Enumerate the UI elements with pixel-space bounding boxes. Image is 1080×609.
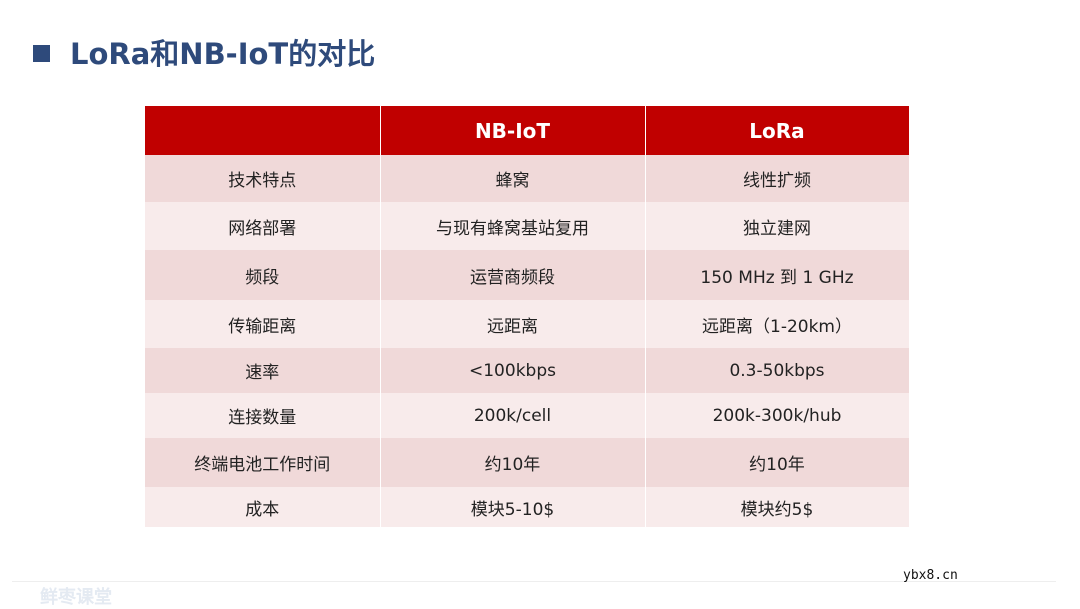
footer-rule bbox=[12, 581, 1056, 582]
table-cell: 独立建网 bbox=[645, 202, 910, 250]
table-cell: 频段 bbox=[145, 250, 381, 300]
watermark: 鲜枣课堂 bbox=[40, 587, 112, 608]
table-cell: 线性扩频 bbox=[645, 155, 910, 202]
table-cell: 200k/cell bbox=[380, 393, 646, 438]
table-cell: 蜂窝 bbox=[380, 155, 646, 202]
table-cell: <100kbps bbox=[380, 348, 646, 393]
header-row: NB-IoT LoRa bbox=[145, 106, 910, 155]
table-row: 网络部署 与现有蜂窝基站复用 独立建网 bbox=[145, 202, 910, 250]
table-row: 连接数量 200k/cell 200k-300k/hub bbox=[145, 393, 910, 438]
table-cell: 与现有蜂窝基站复用 bbox=[380, 202, 646, 250]
table-row: 技术特点 蜂窝 线性扩频 bbox=[145, 155, 910, 202]
table-cell: 网络部署 bbox=[145, 202, 381, 250]
table-cell: 终端电池工作时间 bbox=[145, 438, 381, 487]
table-cell: 约10年 bbox=[380, 438, 646, 487]
table-cell: 运营商频段 bbox=[380, 250, 646, 300]
table-cell: 远距离 bbox=[380, 300, 646, 348]
table-row: 成本 模块5-10$ 模块约5$ bbox=[145, 487, 910, 527]
table-cell: 传输距离 bbox=[145, 300, 381, 348]
table-cell: 远距离（1-20km） bbox=[645, 300, 910, 348]
table-row: 速率 <100kbps 0.3-50kbps bbox=[145, 348, 910, 393]
table-cell: 连接数量 bbox=[145, 393, 381, 438]
table-cell: 模块5-10$ bbox=[380, 487, 646, 527]
title-bullet bbox=[33, 45, 50, 62]
site-label: ybx8.cn bbox=[903, 568, 958, 583]
table-row: 频段 运营商频段 150 MHz 到 1 GHz bbox=[145, 250, 910, 300]
slide-title: LoRa和NB-IoT的对比 bbox=[70, 37, 376, 71]
table-cell: 模块约5$ bbox=[645, 487, 910, 527]
table-cell: 150 MHz 到 1 GHz bbox=[645, 250, 910, 300]
table-cell: 成本 bbox=[145, 487, 381, 527]
table-row: 传输距离 远距离 远距离（1-20km） bbox=[145, 300, 910, 348]
header-cell: LoRa bbox=[645, 106, 910, 155]
table-row: 终端电池工作时间 约10年 约10年 bbox=[145, 438, 910, 487]
table-cell: 约10年 bbox=[645, 438, 910, 487]
header-cell bbox=[145, 106, 381, 155]
table-cell: 0.3-50kbps bbox=[645, 348, 910, 393]
header-cell: NB-IoT bbox=[380, 106, 646, 155]
table-cell: 技术特点 bbox=[145, 155, 381, 202]
table-cell: 200k-300k/hub bbox=[645, 393, 910, 438]
comparison-table: NB-IoT LoRa 技术特点 蜂窝 线性扩频 网络部署 与现有蜂窝基站复用 独立建网 频段… bbox=[145, 106, 910, 527]
table-cell: 速率 bbox=[145, 348, 381, 393]
